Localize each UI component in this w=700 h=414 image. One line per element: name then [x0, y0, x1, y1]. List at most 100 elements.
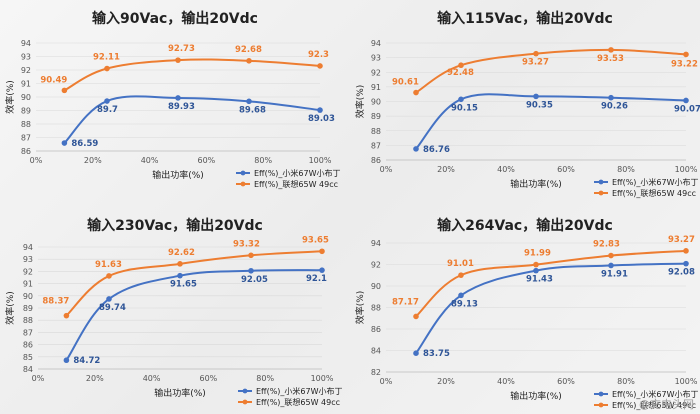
x-tick-label: 100%: [311, 374, 334, 383]
x-tick-label: 0%: [380, 377, 393, 386]
legend-label: Eff(%)_小米67W小布丁: [256, 386, 343, 396]
data-point: [683, 97, 689, 104]
series-line: [63, 58, 321, 92]
legend-swatch-marker: [598, 179, 604, 185]
y-tick-label: 88: [371, 127, 381, 136]
data-label: 92.73: [168, 44, 195, 54]
data-label: 90.26: [601, 102, 628, 112]
data-point: [458, 272, 464, 278]
data-label: 92.1: [306, 274, 327, 284]
x-tick-label: 20%: [86, 374, 104, 383]
y-tick-label: 89: [371, 112, 381, 121]
legend-swatch-marker: [598, 190, 604, 196]
data-label: 89.68: [239, 105, 266, 115]
data-point: [413, 146, 419, 152]
x-tick-label: 80%: [617, 377, 635, 386]
data-label: 93.22: [671, 59, 698, 69]
chart-svg: 输入230Vac，输出20Vdc 84 85 86 87 88 89 90 91 92 93 94 0%…: [4, 217, 343, 407]
y-tick-label: 90: [23, 292, 33, 301]
data-label: 93.32: [233, 239, 260, 249]
y-tick-label: 89: [23, 304, 33, 313]
data-point: [683, 51, 689, 58]
data-label: 93.27: [668, 235, 695, 245]
data-label: 93.65: [302, 235, 329, 245]
data-point: [177, 272, 183, 279]
data-point: [248, 252, 254, 259]
data-label: 91.65: [170, 280, 197, 290]
chart-svg: 输入115Vac，输出20Vdc 86 87 88 89 90 91 92 93 94 0% 20% 4…: [354, 10, 700, 198]
y-tick-label: 86: [23, 341, 33, 350]
y-tick-label: 86: [371, 156, 381, 165]
data-label: 89.74: [99, 303, 126, 313]
x-tick-label: 60%: [557, 377, 575, 386]
data-point: [106, 273, 112, 279]
data-point: [458, 62, 464, 69]
data-point: [608, 47, 614, 53]
efficiency-chart-264vac: 输入264Vac，输出20Vdc 82 84 86 88 90 92 94 0% 20% 40% 60…: [350, 207, 700, 414]
data-label: 90.35: [526, 100, 553, 110]
x-tick-label: 60%: [200, 374, 218, 383]
data-label: 92.83: [593, 240, 620, 250]
x-tick-label: 0%: [32, 374, 45, 383]
data-point: [175, 95, 181, 101]
x-tick-label: 40%: [143, 374, 161, 383]
x-tick-label: 80%: [256, 374, 274, 383]
legend-swatch-marker: [598, 402, 604, 408]
x-tick-label: 80%: [254, 156, 272, 165]
data-point: [63, 357, 70, 364]
y-tick-label: 87: [23, 328, 33, 337]
y-tick-label: 90: [21, 93, 31, 102]
legend-swatch-marker: [598, 391, 604, 397]
y-tick-label: 82: [371, 368, 381, 377]
data-label: 91.91: [601, 269, 628, 279]
data-point: [533, 261, 539, 268]
legend-label: Eff(%)_小米67W小布丁: [612, 389, 699, 399]
x-tick-label: 80%: [617, 165, 635, 174]
x-tick-label: 0%: [380, 165, 393, 174]
data-point: [608, 94, 614, 101]
data-label: 89.13: [451, 299, 478, 309]
y-tick-label: 84: [371, 347, 381, 356]
y-tick-label: 88: [23, 316, 33, 325]
data-label: 89.7: [97, 105, 118, 115]
data-label: 87.17: [392, 297, 419, 307]
data-point: [319, 248, 325, 255]
y-tick-label: 94: [21, 39, 31, 48]
y-tick-label: 91: [21, 80, 31, 89]
legend-swatch-marker: [242, 388, 248, 394]
data-point: [608, 262, 614, 269]
y-tick-label: 92: [21, 66, 31, 75]
y-tick-label: 92: [371, 261, 381, 270]
data-point: [533, 93, 539, 100]
data-label: 90.49: [40, 75, 67, 85]
data-point: [317, 63, 323, 69]
x-tick-label: 20%: [84, 156, 102, 165]
chart-title: 输入230Vac，输出20Vdc: [87, 217, 263, 234]
data-label: 86.59: [71, 139, 98, 149]
y-tick-label: 91: [23, 280, 33, 289]
data-point: [61, 87, 68, 94]
data-label: 89.03: [308, 114, 335, 124]
data-label: 90.61: [392, 78, 419, 88]
data-label: 92.62: [168, 248, 195, 258]
y-tick-label: 84: [23, 365, 33, 374]
data-label: 90.15: [451, 103, 478, 113]
data-label: 90.07: [674, 104, 700, 114]
y-axis-title: 效率(%): [4, 80, 16, 114]
data-point: [63, 312, 70, 319]
chart-title: 输入264Vac，输出20Vdc: [437, 217, 613, 234]
x-tick-label: 100%: [309, 156, 332, 165]
data-point: [533, 267, 539, 274]
y-tick-label: 88: [371, 304, 381, 313]
y-tick-label: 89: [21, 107, 31, 116]
watermark: @充电头网: [639, 398, 694, 411]
data-point: [104, 65, 110, 72]
legend-label: Eff(%)_联想65W 49cc: [256, 397, 340, 407]
x-tick-label: 100%: [675, 165, 698, 174]
y-tick-label: 90: [371, 98, 381, 107]
efficiency-chart-230vac: 输入230Vac，输出20Vdc 84 85 86 87 88 89 90 91 92 93 94 0%…: [0, 207, 350, 414]
data-label: 92.68: [235, 45, 262, 55]
legend-label: Eff(%)_小米67W小布丁: [254, 168, 341, 178]
x-tick-label: 20%: [437, 377, 455, 386]
y-tick-label: 87: [371, 141, 381, 150]
